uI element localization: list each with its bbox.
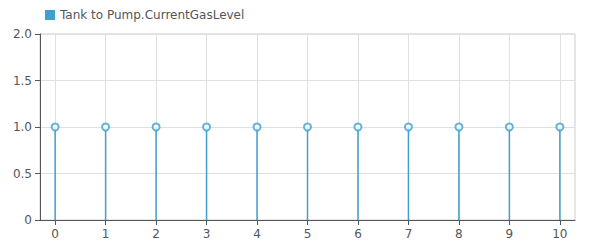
- svg-text:0: 0: [24, 213, 32, 227]
- svg-text:7: 7: [405, 227, 413, 241]
- svg-text:Tank to Pump.CurrentGasLevel: Tank to Pump.CurrentGasLevel: [59, 8, 244, 22]
- svg-text:10: 10: [552, 227, 567, 241]
- svg-text:1.0: 1.0: [13, 120, 32, 134]
- svg-text:0.5: 0.5: [13, 167, 32, 181]
- svg-text:4: 4: [253, 227, 261, 241]
- svg-text:0: 0: [51, 227, 59, 241]
- svg-text:1.5: 1.5: [13, 74, 32, 88]
- svg-text:3: 3: [203, 227, 211, 241]
- svg-text:6: 6: [354, 227, 362, 241]
- svg-text:8: 8: [455, 227, 463, 241]
- svg-text:2.0: 2.0: [13, 27, 32, 41]
- svg-text:5: 5: [304, 227, 312, 241]
- svg-text:2: 2: [152, 227, 160, 241]
- svg-text:9: 9: [506, 227, 514, 241]
- svg-text:1: 1: [102, 227, 110, 241]
